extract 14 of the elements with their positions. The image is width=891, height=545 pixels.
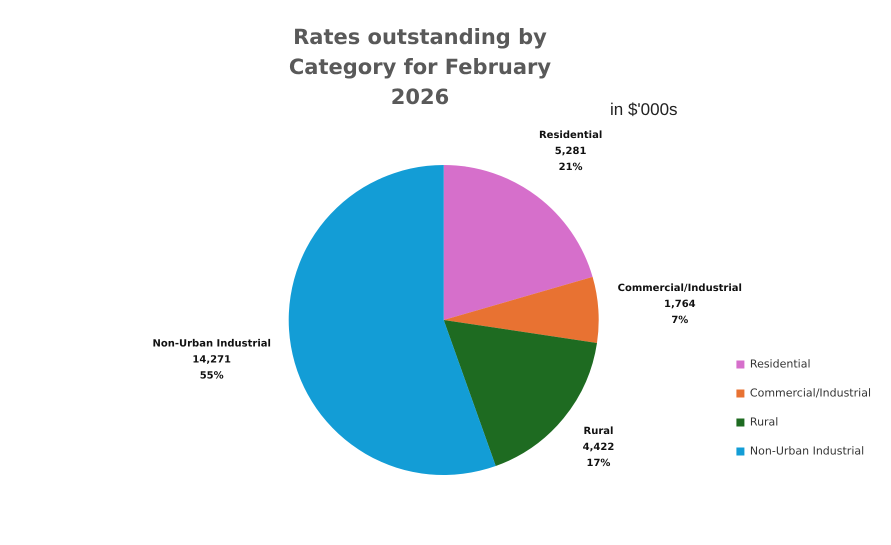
legend-label: Residential <box>750 357 811 370</box>
legend-label: Rural <box>750 415 778 428</box>
legend-label: Commercial/Industrial <box>750 386 872 400</box>
data-label: 4,422 17% <box>582 442 614 470</box>
data-label: 14,271 55% <box>192 354 232 382</box>
legend-label: Non-Urban Industrial <box>750 444 864 458</box>
data-label: 5,281 21% <box>554 146 586 173</box>
chart-title: Rates outstanding by Category for February 2026 <box>288 24 552 111</box>
slice-label: Residential <box>538 130 602 141</box>
chart-subtitle: in $'000s <box>610 100 678 120</box>
slice-label: Rural <box>584 426 614 438</box>
data-label: 1,764 7% <box>664 298 696 326</box>
slice-label: Commercial/Industrial <box>618 282 742 294</box>
slice-label: Non-Urban Industrial <box>152 338 271 350</box>
